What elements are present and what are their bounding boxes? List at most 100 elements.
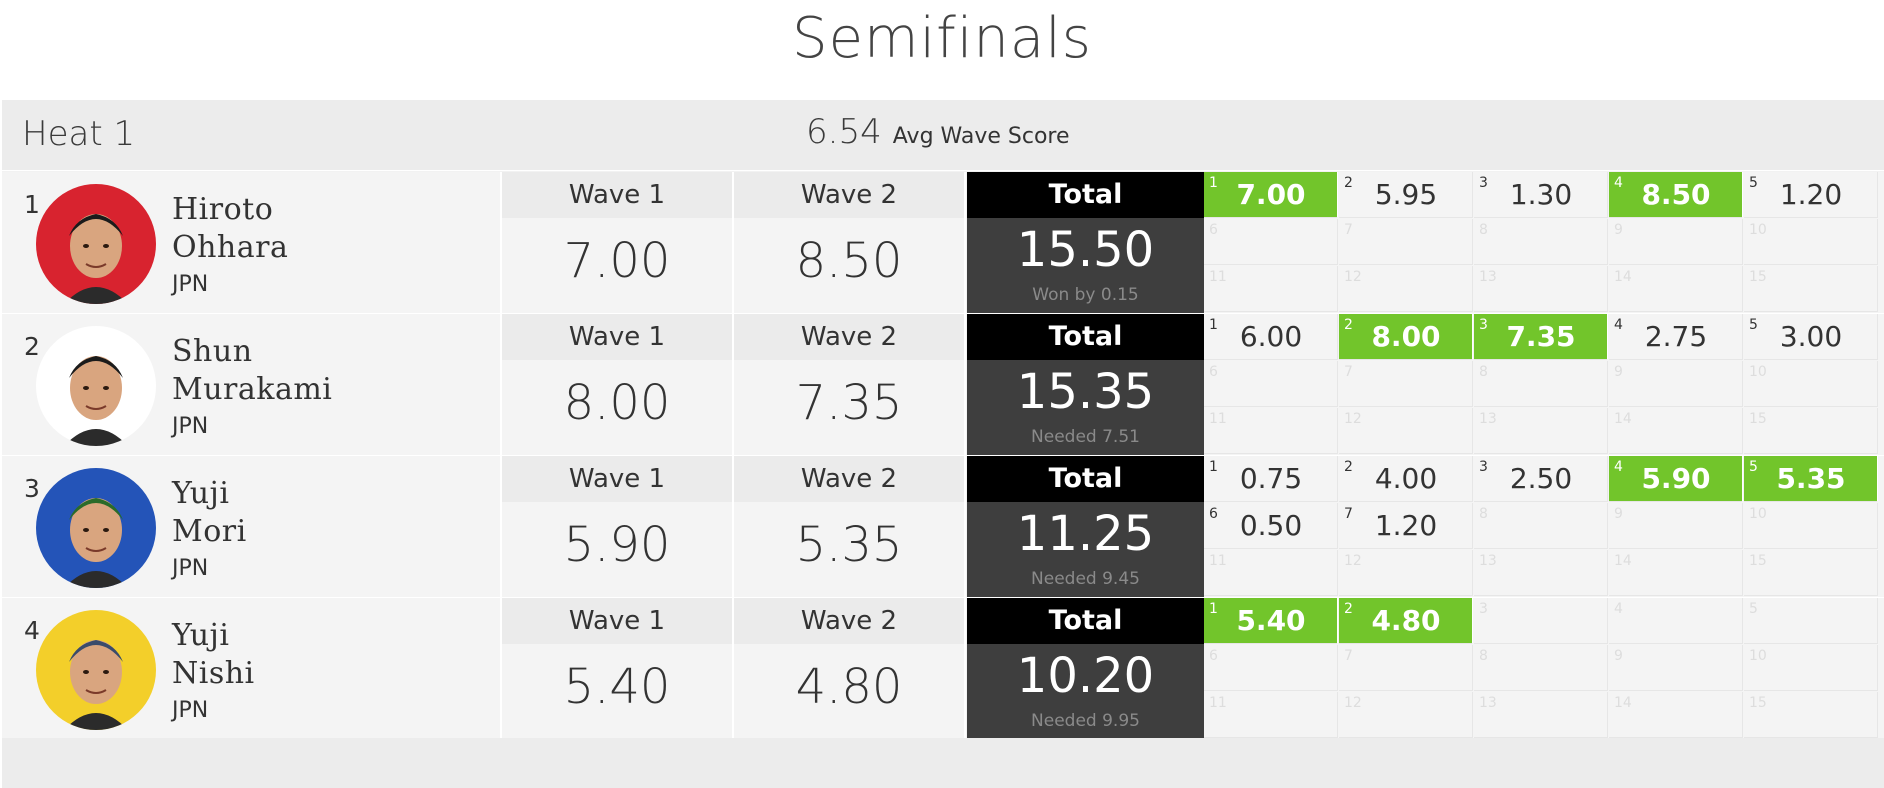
wave-cell: 4 [1609, 598, 1743, 644]
avg-wave-score-value: 6.54 [806, 112, 882, 152]
wave-number: 13 [1479, 553, 1497, 569]
total-header: Total [967, 172, 1204, 218]
surfer-row: 3 Yuji Mori JPN Wave 1 5.90 Wave 2 5.35 Total 11.… [2, 456, 1884, 599]
wave-cell: 12 [1339, 408, 1473, 454]
wave-cell: 13 [1474, 550, 1608, 596]
wave-number: 15 [1749, 553, 1767, 569]
wave-value: 5.90 [1641, 462, 1711, 495]
wave-value: 1.20 [1779, 178, 1843, 211]
wave-number: 14 [1614, 269, 1632, 285]
wave-cell: 12 [1339, 550, 1473, 596]
total-score: 10.20 [1016, 648, 1155, 704]
wave-value: 2.50 [1509, 462, 1573, 495]
wave-cell: 6 [1204, 219, 1338, 265]
wave-cell: 14 [1609, 550, 1743, 596]
wave-cell: 5 3.00 [1744, 314, 1878, 360]
surfer-first-name: Yuji [172, 618, 230, 653]
wave-1-column: Wave 1 5.40 [502, 598, 734, 739]
wave-number: 12 [1344, 411, 1362, 427]
wave-1-header: Wave 1 [502, 314, 732, 360]
wave-number: 12 [1344, 269, 1362, 285]
wave-cell: 6 [1204, 645, 1338, 691]
wave-2-header: Wave 2 [734, 172, 964, 218]
wave-2-score: 4.80 [795, 659, 903, 715]
wave-number: 8 [1479, 222, 1488, 238]
wave-2-column: Wave 2 7.35 [734, 314, 966, 455]
wave-1-column: Wave 1 5.90 [502, 456, 734, 597]
wave-value: 0.75 [1239, 462, 1303, 495]
wave-number: 11 [1209, 411, 1227, 427]
wave-value: 3.00 [1779, 320, 1843, 353]
wave-cell: 15 [1744, 408, 1878, 454]
wave-cell: 13 [1474, 408, 1608, 454]
wave-cell: 10 [1744, 645, 1878, 691]
wave-number: 10 [1749, 222, 1767, 238]
wave-number: 1 [1209, 317, 1218, 333]
wave-cell: 3 1.30 [1474, 172, 1608, 218]
surfer-avatar [36, 326, 156, 446]
heat-header: Heat 1 6.54 Avg Wave Score [2, 100, 1884, 171]
wave-1-header: Wave 1 [502, 172, 732, 218]
wave-cell: 7 [1339, 645, 1473, 691]
surfer-row: 1 Hiroto Ohhara JPN Wave 1 7.00 Wave 2 8.50 Tota… [2, 172, 1884, 315]
wave-cell: 3 7.35 [1474, 314, 1608, 360]
wave-number: 6 [1209, 648, 1218, 664]
total-header: Total [967, 314, 1204, 360]
surfer-place: 4 [24, 616, 40, 645]
wave-cell: 9 [1609, 361, 1743, 407]
wave-value: 2.75 [1644, 320, 1708, 353]
wave-cell: 9 [1609, 219, 1743, 265]
wave-cell: 12 [1339, 266, 1473, 312]
total-column: Total 10.20 Needed 9.95 [967, 598, 1204, 739]
wave-value: 8.50 [1641, 178, 1711, 211]
wave-1-column: Wave 1 8.00 [502, 314, 734, 455]
surfer-info: 1 Hiroto Ohhara JPN [2, 172, 502, 313]
surfer-country: JPN [172, 698, 209, 723]
wave-value: 0.50 [1239, 509, 1303, 542]
wave-cell: 11 [1204, 692, 1338, 738]
heat-board: Heat 1 6.54 Avg Wave Score 1 Hiroto Ohhara… [2, 100, 1884, 788]
total-score: 15.50 [1016, 222, 1155, 278]
wave-number: 12 [1344, 695, 1362, 711]
wave-value: 8.00 [1371, 320, 1441, 353]
wave-number: 6 [1209, 506, 1218, 522]
total-header: Total [967, 456, 1204, 502]
wave-value: 4.80 [1371, 604, 1441, 637]
wave-1-score: 5.90 [563, 517, 671, 573]
page-title: Semifinals [792, 6, 1092, 71]
wave-cell: 6 [1204, 361, 1338, 407]
total-column: Total 11.25 Needed 9.45 [967, 456, 1204, 597]
wave-cell: 6 0.50 [1204, 503, 1338, 549]
wave-1-score: 7.00 [563, 233, 671, 289]
wave-1-header: Wave 1 [502, 456, 732, 502]
wave-number: 9 [1614, 222, 1623, 238]
wave-cell: 5 5.35 [1744, 456, 1878, 502]
wave-number: 5 [1749, 601, 1758, 617]
total-header: Total [967, 598, 1204, 644]
wave-cell: 12 [1339, 692, 1473, 738]
wave-1-header: Wave 1 [502, 598, 732, 644]
wave-cell: 14 [1609, 266, 1743, 312]
wave-cell: 1 6.00 [1204, 314, 1338, 360]
wave-score-grid: 1 6.00 2 8.00 3 7.35 4 2.75 5 3.00 6 7 8 9 10 11 12 13 14 1… [1204, 314, 1884, 455]
wave-cell: 8 [1474, 219, 1608, 265]
wave-value: 5.40 [1236, 604, 1306, 637]
wave-number: 2 [1344, 459, 1353, 475]
surfer-first-name: Shun [172, 334, 253, 369]
surfer-last-name: Nishi [172, 656, 255, 691]
total-score: 11.25 [1016, 506, 1155, 562]
surfer-info: 3 Yuji Mori JPN [2, 456, 502, 597]
total-column: Total 15.50 Won by 0.15 [967, 172, 1204, 313]
wave-cell: 3 2.50 [1474, 456, 1608, 502]
wave-number: 14 [1614, 695, 1632, 711]
wave-number: 11 [1209, 553, 1227, 569]
wave-number: 13 [1479, 269, 1497, 285]
wave-number: 1 [1209, 601, 1218, 617]
wave-cell: 15 [1744, 266, 1878, 312]
wave-number: 4 [1614, 459, 1623, 475]
surfer-last-name: Mori [172, 514, 247, 549]
wave-number: 2 [1344, 317, 1353, 333]
wave-score-grid: 1 7.00 2 5.95 3 1.30 4 8.50 5 1.20 6 7 8 9 10 11 12 13 14 1… [1204, 172, 1884, 313]
wave-cell: 15 [1744, 550, 1878, 596]
heat-footer [2, 738, 1884, 788]
